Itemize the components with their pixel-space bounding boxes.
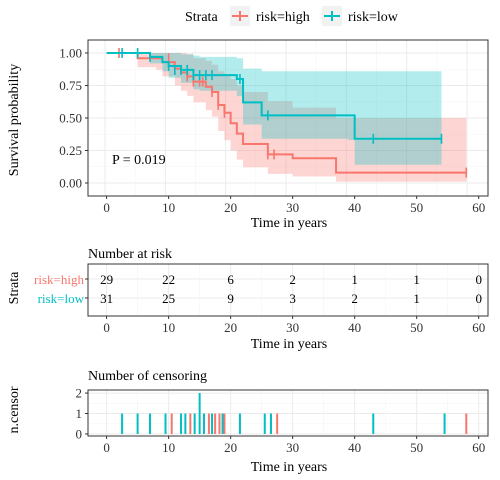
censor-panel-border <box>87 389 489 437</box>
risk-x-tick-label: 20 <box>224 320 237 335</box>
survival-x-tick-label: 40 <box>348 200 361 215</box>
censor-bar-high <box>207 413 210 434</box>
survival-ylabel: Survival probability <box>7 64 22 176</box>
risk-x-tick-label: 10 <box>162 320 175 335</box>
survival-plot-panel: 0.00 0.25 0.50 0.75 1.00 0 10 20 30 40 50 60 <box>59 39 489 215</box>
risk-cell-low: 2 <box>351 291 358 306</box>
risk-table-xlabel: Time in years <box>251 337 327 352</box>
survival-y-tick-label: 0.75 <box>59 78 82 93</box>
censor-bar-low <box>164 413 167 434</box>
censor-bar-high <box>276 413 279 434</box>
censor-x-tick-label: 0 <box>103 440 110 455</box>
pvalue-annotation: P = 0.019 <box>112 153 166 168</box>
risk-cell-high: 2 <box>289 272 296 287</box>
risk-cell-low: 1 <box>413 291 420 306</box>
censor-bar-low <box>211 413 214 434</box>
survival-x-tick-label: 20 <box>224 200 237 215</box>
censor-bar-low <box>269 413 272 434</box>
censor-bar-low <box>136 413 139 434</box>
censor-bar-low <box>184 413 187 434</box>
legend-item-high[interactable]: risk=high <box>230 6 310 26</box>
censor-bar-low <box>221 413 224 434</box>
legend-title: Strata <box>185 10 218 25</box>
risk-x-tick-label: 60 <box>472 320 485 335</box>
censor-bar-low <box>121 413 124 434</box>
risk-cell-high: 0 <box>475 272 482 287</box>
risk-x-tick-label: 0 <box>103 320 110 335</box>
censor-x-tick-label: 10 <box>162 440 175 455</box>
censor-bar-high <box>465 413 468 434</box>
censor-plot-background <box>88 390 488 436</box>
censor-y-tick-label: 1 <box>76 406 83 421</box>
confidence-band-low <box>106 53 442 165</box>
legend-label-high: risk=high <box>256 10 310 25</box>
censor-plot-title: Number of censoring <box>88 369 207 384</box>
risk-x-tick-label: 30 <box>286 320 299 335</box>
censor-bar-low <box>198 393 201 434</box>
censor-bar-low <box>193 413 196 434</box>
risk-cell-low: 31 <box>100 291 113 306</box>
risk-cell-low: 9 <box>227 291 234 306</box>
censor-y-tick-label: 2 <box>76 386 83 401</box>
censor-bar-high <box>214 413 217 434</box>
risk-table-background <box>88 264 488 316</box>
survival-y-tick-label: 0.00 <box>59 176 82 191</box>
censor-xlabel: Time in years <box>251 460 327 475</box>
risk-row-label-high: risk=high <box>34 272 84 287</box>
risk-cell-low: 25 <box>162 291 175 306</box>
survival-xlabel: Time in years <box>251 216 327 231</box>
survival-x-tick-label: 60 <box>472 200 485 215</box>
risk-table-border <box>87 263 489 317</box>
survival-x-tick-label: 10 <box>162 200 175 215</box>
risk-row-label-low: risk=low <box>38 291 85 306</box>
risk-cell-high: 6 <box>227 272 234 287</box>
censor-x-tick-label: 60 <box>472 440 485 455</box>
censor-bar-high <box>189 413 192 434</box>
censor-x-tick-label: 30 <box>286 440 299 455</box>
censor-bar-low <box>180 413 183 434</box>
censor-bar-high <box>218 413 221 434</box>
censor-bar-low <box>372 413 375 434</box>
censor-bar-low <box>443 413 446 434</box>
censor-bar-low <box>202 413 205 434</box>
risk-cell-high: 1 <box>413 272 420 287</box>
censor-ylabel: n.censor <box>7 386 22 433</box>
censor-bar-high <box>170 413 173 434</box>
legend: Strata risk=high risk=low <box>185 6 399 26</box>
survival-x-tick-label: 0 <box>103 200 110 215</box>
survival-x-tick-label: 30 <box>286 200 299 215</box>
survival-x-tick-label: 50 <box>410 200 423 215</box>
censor-x-tick-label: 50 <box>410 440 423 455</box>
censor-bar-high <box>223 413 226 434</box>
risk-table-title: Number at risk <box>88 247 172 262</box>
risk-x-tick-label: 40 <box>348 320 361 335</box>
censor-bar-low <box>263 413 266 434</box>
risk-cell-high: 22 <box>162 272 175 287</box>
risk-cell-low: 3 <box>289 291 296 306</box>
risk-cell-high: 29 <box>100 272 113 287</box>
risk-x-tick-label: 50 <box>410 320 423 335</box>
risk-cell-low: 0 <box>475 291 482 306</box>
legend-label-low: risk=low <box>348 10 399 25</box>
risk-table-ylabel: Strata <box>7 271 22 304</box>
censor-x-tick-label: 40 <box>348 440 361 455</box>
survival-y-tick-label: 1.00 <box>59 46 82 61</box>
confidence-band-high <box>106 53 467 182</box>
censor-x-tick-label: 20 <box>224 440 237 455</box>
risk-cell-high: 1 <box>351 272 358 287</box>
censor-y-tick-label: 0 <box>76 426 83 441</box>
legend-item-low[interactable]: risk=low <box>322 6 399 26</box>
survival-y-tick-label: 0.25 <box>59 143 82 158</box>
survival-y-tick-label: 0.50 <box>59 111 82 126</box>
censor-bar-low <box>149 413 152 434</box>
censor-bar-low <box>238 413 241 434</box>
